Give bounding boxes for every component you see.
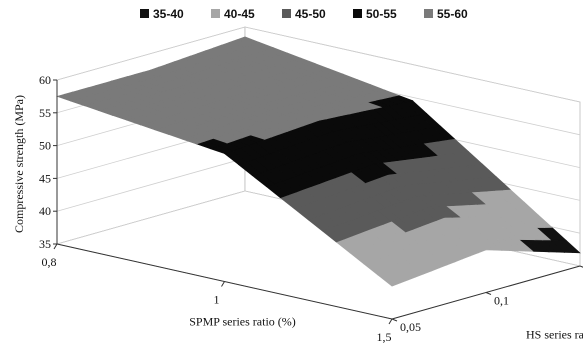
chart-axes: 35 40 45 50 55 60 Compressive strength (MPa) 0,…: [12, 73, 583, 343]
x-tick-label: 1: [214, 293, 220, 307]
y-tick-mark: [391, 318, 398, 322]
z-tick-label: 35: [39, 237, 51, 251]
legend: 35-40 40-45 45-50 50-55 55-60: [140, 7, 468, 21]
legend-label-3: 50-55: [366, 7, 397, 21]
x-axis-title: SPMP series ratio (%): [189, 315, 296, 329]
z-axis-title: Compressive strength (MPa): [12, 95, 26, 233]
legend-swatch-0: [140, 9, 149, 18]
z-tick-label: 60: [39, 73, 51, 87]
legend-swatch-3: [353, 9, 362, 18]
x-tick-label: 1,5: [377, 330, 392, 343]
legend-swatch-4: [424, 9, 433, 18]
z-tick-label: 45: [39, 171, 51, 185]
legend-label-4: 55-60: [437, 7, 468, 21]
gridline-5: [56, 26, 581, 103]
z-tick-label: 50: [39, 139, 51, 153]
legend-label-2: 45-50: [295, 7, 326, 21]
x-tick-label: 0,8: [42, 255, 57, 269]
x-tick-mark: [221, 281, 225, 287]
y-tick-mark: [485, 292, 492, 295]
legend-label-0: 35-40: [153, 7, 184, 21]
y-axis-title: HS series ratio (%): [526, 328, 583, 342]
legend-swatch-1: [211, 9, 220, 18]
y-tick-label: 0,05: [400, 320, 421, 334]
x-tick-mark: [388, 318, 393, 325]
x-tick-mark: [53, 243, 58, 250]
z-tick-label: 40: [39, 204, 51, 218]
surface-cell: [55, 93, 80, 102]
y-tick-label: 0,1: [494, 294, 509, 308]
surface-plot: [55, 36, 581, 287]
legend-swatch-2: [282, 9, 291, 18]
legend-label-1: 40-45: [224, 7, 255, 21]
z-tick-label: 55: [39, 106, 51, 120]
